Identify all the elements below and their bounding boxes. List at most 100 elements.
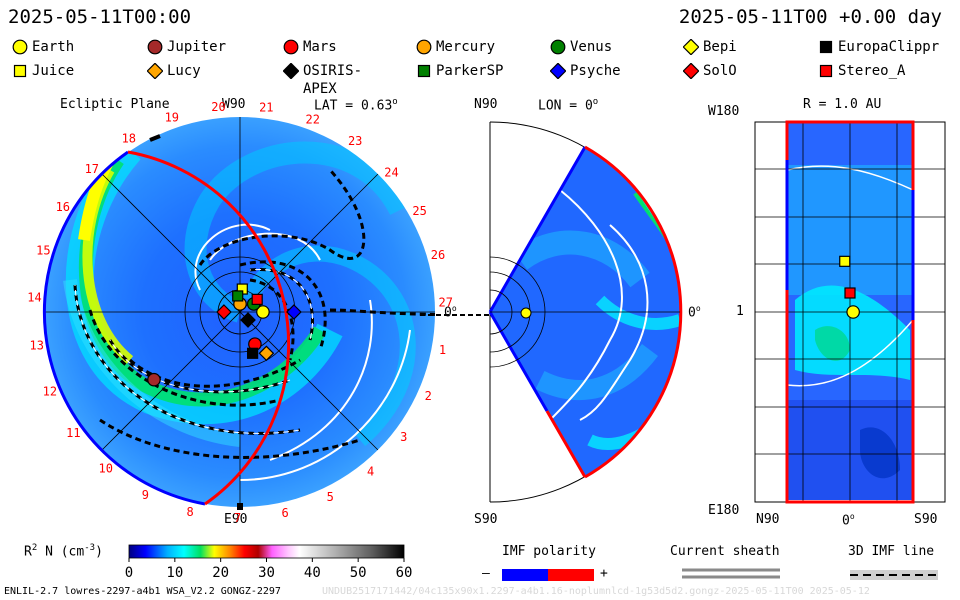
shell-bottom-label: E180 — [708, 503, 740, 518]
legend-marker-juice — [13, 64, 27, 78]
shell-body-stereo-a — [844, 287, 856, 299]
shell-x-right: S90 — [914, 512, 938, 527]
carrington-tick-20: 20 — [211, 100, 225, 114]
imf-positive-swatch — [548, 569, 594, 581]
legend-label: EuropaClippr — [838, 39, 940, 55]
legend-label: Lucy — [167, 63, 201, 79]
carrington-tick-16: 16 — [56, 200, 70, 214]
right-timestamp: 2025-05-11T00 +0.00 day — [678, 6, 942, 28]
ecliptic-panel: 20 21222324252627123456789101112131415161… — [27, 100, 490, 525]
ecliptic-body-jupiter — [147, 372, 161, 387]
meridional-panel — [488, 121, 683, 503]
legend-label: Stereo_A — [838, 63, 906, 79]
carrington-tick-1: 1 — [439, 343, 446, 357]
colorbar-tick-60: 60 — [396, 565, 413, 581]
legend-marker-stereo-a — [819, 64, 833, 78]
carrington-tick-26: 26 — [431, 248, 445, 262]
ecliptic-bottom-label: E90 — [224, 512, 248, 527]
colorbar-tick-30: 30 — [258, 565, 275, 581]
carrington-tick-23: 23 — [348, 134, 362, 148]
meridional-lon-label: LON = 0o — [538, 97, 599, 114]
carrington-tick-14: 14 — [27, 291, 41, 305]
colorbar-tick-40: 40 — [304, 565, 321, 581]
imf-line-legend — [850, 570, 938, 580]
imf-minus-label: – — [482, 566, 490, 581]
left-timestamp: 2025-05-11T00:00 — [8, 6, 192, 28]
shell-x-mid: 0o — [842, 512, 855, 529]
imf-negative-swatch — [502, 569, 548, 581]
carrington-tick-24: 24 — [384, 165, 398, 179]
carrington-tick-18: 18 — [122, 132, 136, 146]
current-sheath-legend — [682, 568, 780, 579]
carrington-tick-15: 15 — [36, 244, 50, 258]
legend-marker-osiris-apex — [283, 63, 299, 79]
ecliptic-rim-negative — [42, 150, 206, 506]
ecliptic-lat-label: LAT = 0.63o — [314, 97, 398, 114]
footer-run-id: UNDUB2517171442/04c135x90x1.2297-a4b1.16… — [322, 586, 870, 597]
ecliptic-body-lucy — [258, 345, 275, 362]
legend-label: Bepi — [703, 39, 737, 55]
legend-marker-parkersp — [417, 64, 431, 78]
shell-panel — [754, 120, 946, 504]
colorbar-tick-20: 20 — [212, 565, 229, 581]
legend-label: Mars — [303, 39, 337, 55]
shell-x-left: N90 — [756, 512, 780, 527]
carrington-tick-2: 2 — [425, 389, 432, 403]
meridional-top-label: N90 — [474, 97, 498, 112]
legend-label: Earth — [32, 39, 75, 55]
colorbar-tick-50: 50 — [350, 565, 367, 581]
shell-body-earth — [846, 305, 860, 319]
legend-label: ParkerSP — [436, 63, 504, 79]
ecliptic-body-psyche — [286, 304, 302, 320]
imf-plus-label: + — [600, 566, 608, 581]
legend-marker-venus — [550, 39, 566, 55]
meridional-bottom-label: S90 — [474, 512, 498, 527]
ecliptic-top-label: W90 — [222, 97, 246, 112]
ecliptic-body-stereo-a — [251, 293, 263, 305]
colorbar-ticks: 0 10 20 30 40 50 60 — [125, 558, 413, 581]
ecliptic-body-parkersp — [232, 290, 244, 302]
carrington-tick-4: 4 — [367, 464, 374, 478]
ecliptic-title: Ecliptic Plane — [60, 97, 170, 112]
ecliptic-body-europaclippr — [247, 347, 259, 359]
colorbar-tick-0: 0 — [125, 565, 133, 581]
footer-model-info: ENLIL-2.7 lowres-2297-a4b1 WSA_V2.2 GONG… — [4, 586, 281, 597]
carrington-tick-17: 17 — [85, 162, 99, 176]
carrington-tick-27: 27 — [439, 295, 453, 309]
carrington-tick-6: 6 — [282, 506, 289, 520]
legend-marker-jupiter — [147, 39, 163, 55]
shell-body-juice — [839, 255, 851, 267]
carrington-ticks: 20 21222324252627123456789101112131415161… — [27, 100, 453, 525]
legend-marker-mars — [283, 39, 299, 55]
legend-marker-mercury — [416, 39, 432, 55]
colorbar-tick-10: 10 — [166, 565, 183, 581]
carrington-tick-9: 9 — [142, 488, 149, 502]
meridional-zero-left: 0o — [444, 304, 457, 321]
carrington-tick-5: 5 — [327, 490, 334, 504]
colorbar-label: R2 N (cm-3) — [24, 543, 103, 560]
carrington-tick-19: 19 — [165, 111, 179, 125]
carrington-tick-3: 3 — [400, 430, 407, 444]
carrington-tick-11: 11 — [66, 426, 80, 440]
shell-bodies — [839, 255, 860, 319]
legend-label: Jupiter — [167, 39, 227, 55]
shell-left-value: 1 — [736, 304, 744, 319]
legend-label: Venus — [570, 39, 613, 55]
shell-r-label: R = 1.0 AU — [803, 97, 882, 112]
carrington-tick-7: 7 — [234, 511, 241, 525]
legend-label: SolO — [703, 63, 737, 79]
legend-label: Juice — [32, 63, 75, 79]
legend-marker-bepi — [683, 39, 699, 55]
legend-marker-solo — [683, 63, 699, 79]
carrington-tick-8: 8 — [187, 505, 194, 519]
carrington-tick-25: 25 — [412, 204, 426, 218]
meridional-earth-marker — [520, 307, 532, 319]
legend-label: Mercury — [436, 39, 496, 55]
ecliptic-body-earth — [256, 305, 270, 319]
current-sheath-title: Current sheath — [670, 544, 780, 559]
carrington-tick-10: 10 — [99, 461, 113, 475]
imf-polarity-legend — [502, 569, 594, 581]
legend-label: Psyche — [570, 63, 621, 79]
legend-marker-psyche — [550, 63, 566, 79]
legend-marker-lucy — [147, 63, 163, 79]
